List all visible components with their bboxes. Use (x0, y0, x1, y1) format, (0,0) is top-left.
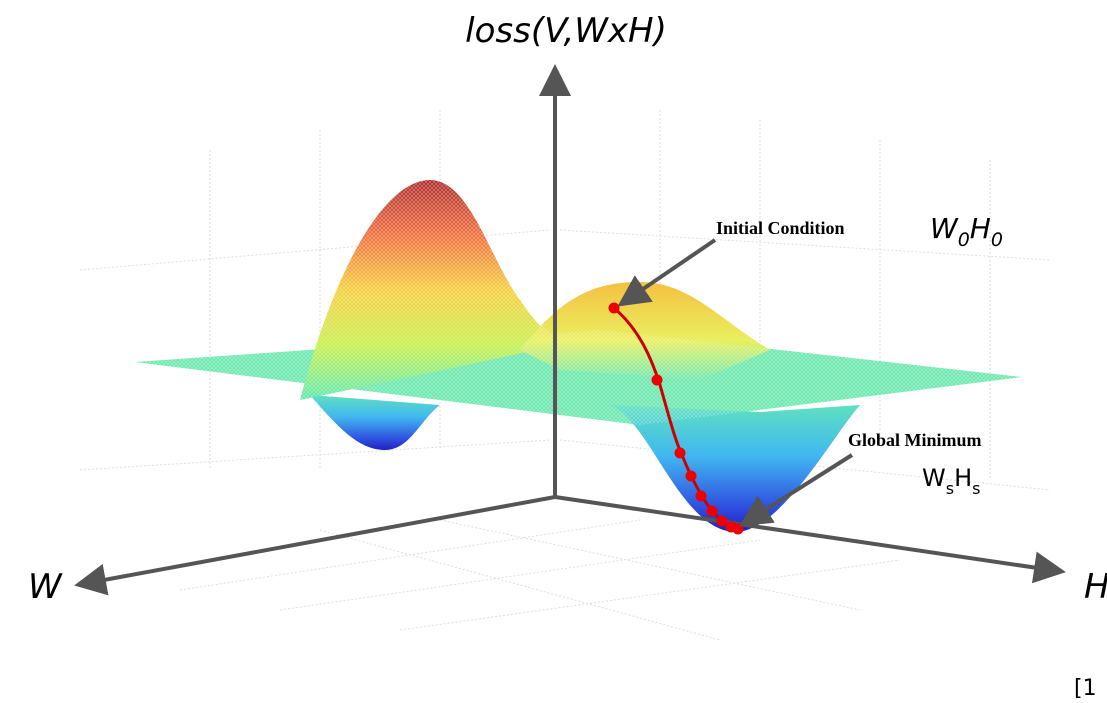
w-axis-label: W (28, 567, 63, 607)
pointer-arrows (617, 238, 854, 527)
symbol-base: W (922, 464, 946, 492)
annotation-label: Initial Condition (716, 218, 845, 238)
annotation-symbol: W0H0 (930, 212, 1003, 251)
symbol-sub: s (946, 479, 954, 498)
citation: [1 (1074, 676, 1097, 701)
symbol-sub: 0 (958, 229, 970, 251)
surface (135, 180, 1022, 532)
symbol-sub: s (972, 479, 980, 498)
annotation-symbol: WsHs (922, 464, 980, 498)
symbol-base: H (970, 212, 991, 245)
symbol-base: H (954, 464, 972, 492)
annotation-label: Global Minimum (848, 430, 982, 450)
z-axis-label: loss(V,WxH) (465, 11, 667, 51)
symbol-sub: 0 (991, 229, 1003, 251)
axes (74, 64, 1066, 596)
symbol-base: W (930, 212, 959, 245)
descent-path (608, 302, 744, 535)
h-axis-label: H (1084, 567, 1107, 607)
